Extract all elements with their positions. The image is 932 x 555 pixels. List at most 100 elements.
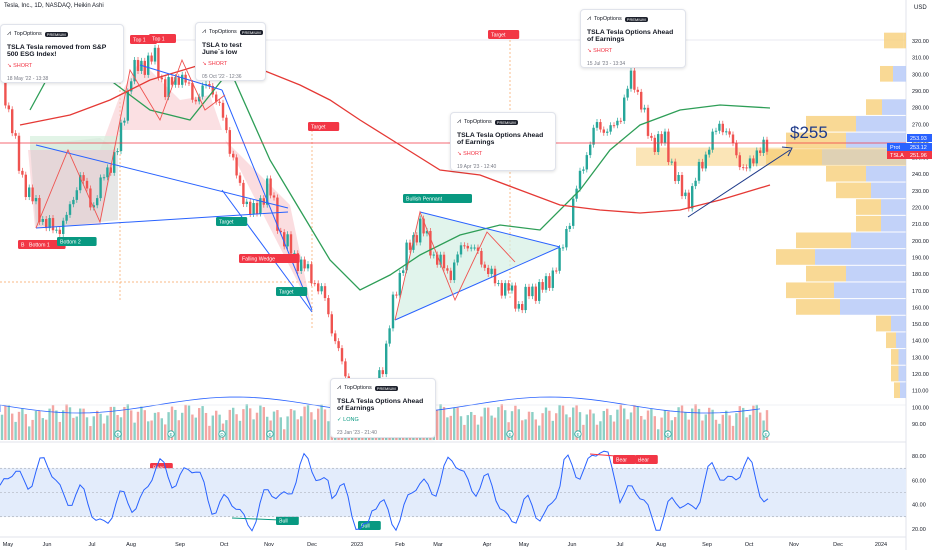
earnings-marker-icon [762, 430, 770, 438]
candle-body [293, 253, 296, 255]
price-label-box [887, 143, 907, 151]
candle-body [432, 254, 435, 256]
top-1-tag-text: Top 1 [152, 37, 165, 43]
candle-body [718, 123, 721, 131]
volume-bar [55, 410, 58, 440]
volume-bar [310, 412, 313, 440]
projection-line [687, 149, 791, 218]
currency-label[interactable]: USD [914, 5, 927, 11]
volume-profile-row [806, 265, 846, 282]
volume-bar [721, 414, 724, 440]
volume-bar [446, 417, 449, 440]
time-tick-label: Dec [833, 542, 843, 548]
volume-bar [517, 409, 520, 440]
volume-bar [113, 406, 116, 440]
candle-body [106, 167, 109, 178]
volume-profile-row [886, 332, 896, 349]
candle-body [249, 201, 252, 215]
volume-bar [79, 408, 82, 440]
candle-body [68, 204, 72, 215]
volume-bar [211, 415, 214, 440]
time-tick-label: Feb [395, 542, 404, 548]
volume-bar [680, 405, 684, 440]
price-label-box [907, 134, 932, 142]
symbol-header: Tesla, Inc., 1D, NASDAQ, Heikin Ashi [4, 3, 104, 9]
candle-body [157, 47, 160, 78]
volume-bar [323, 409, 327, 440]
candle-body [330, 314, 333, 334]
candle-body [7, 105, 10, 110]
volume-bars [0, 396, 906, 440]
bull-tag [276, 516, 299, 525]
price-tick-label: 120.00 [912, 372, 929, 378]
time-tick-label: 2023 [351, 542, 363, 548]
candle-body [385, 343, 388, 375]
rsi-tick-label: 60.00 [912, 478, 926, 484]
earnings-marker-icon [218, 430, 226, 438]
volume-bar [633, 405, 636, 440]
time-tick-label: 2024 [875, 542, 887, 548]
volume-profile-row [898, 349, 906, 365]
idea-card-earnings-jul[interactable]: ⩘ TopOptions PREMIUM TSLA Tesla Options Ah… [580, 9, 686, 68]
volume-bar [442, 406, 446, 440]
candle-body [752, 158, 755, 164]
idea-card-earnings-jan[interactable]: ⩘ TopOptions PREMIUM TSLA Tesla Options Ah… [330, 378, 436, 438]
volume-bar [272, 411, 276, 440]
chart-logo-icon: ⩘ [587, 15, 591, 22]
volume-bar [619, 404, 622, 440]
volume-bar [31, 419, 34, 440]
idea-side: SHORT [208, 61, 228, 67]
volume-bar [136, 411, 140, 440]
target-tag [488, 30, 520, 39]
candle-body [429, 230, 432, 256]
rsi-tick-label: 40.00 [912, 503, 926, 509]
candle-body [711, 131, 714, 150]
candle-body [102, 177, 106, 179]
volume-bar [592, 413, 595, 440]
volume-profile-row [893, 65, 906, 82]
price-tick-label: 130.00 [912, 355, 929, 361]
candle-body [85, 180, 89, 189]
candle-body [300, 259, 303, 271]
idea-date: 18 May '22 - 13:38 [7, 76, 49, 82]
candle-body [439, 254, 442, 265]
brand-name: TopOptions [463, 119, 492, 125]
volume-profile-row [786, 132, 846, 149]
candle-body [174, 77, 177, 85]
candle-body [238, 175, 242, 183]
candle-body [422, 218, 425, 234]
b-tag [18, 240, 29, 249]
bull-tag-text: Bull [361, 524, 370, 530]
candle-body [286, 234, 289, 247]
volume-bar [623, 408, 626, 440]
candle-body [58, 229, 61, 234]
trend-down-icon: ↘ [202, 61, 207, 67]
candle-body [456, 254, 459, 263]
volume-bar [130, 410, 133, 440]
candle-body [521, 304, 524, 311]
earnings-marker-icon [114, 430, 122, 438]
candle-body [62, 220, 65, 234]
volume-profile-row [776, 249, 815, 265]
volume-bar [133, 422, 136, 440]
candle-body [272, 195, 276, 198]
volume-bar [561, 405, 565, 440]
candle-body [572, 198, 575, 226]
idea-card-esg[interactable]: ⩘ TopOptions PREMIUM TSLA Tesla removed fr… [0, 24, 124, 83]
price-tick-label: 230.00 [912, 189, 929, 195]
volume-bar [82, 408, 85, 440]
volume-bar [327, 421, 330, 440]
idea-card-june-low[interactable]: ⩘ TopOptions PREMIUM TSLA to test June`s l… [195, 22, 266, 81]
trend-down-icon: ↘ [587, 48, 592, 54]
idea-card-earnings-apr[interactable]: ⩘ TopOptions PREMIUM TSLA Tesla Options Ah… [450, 112, 556, 171]
premium-badge: PREMIUM [44, 31, 68, 37]
volume-bar [473, 414, 476, 440]
volume-bar [170, 406, 174, 440]
price-tick-label: 90.00 [912, 422, 926, 428]
price-tick-label: 300.00 [912, 72, 929, 78]
volume-profile-row [826, 165, 866, 182]
candle-body [425, 230, 429, 234]
candle-body [541, 282, 544, 290]
